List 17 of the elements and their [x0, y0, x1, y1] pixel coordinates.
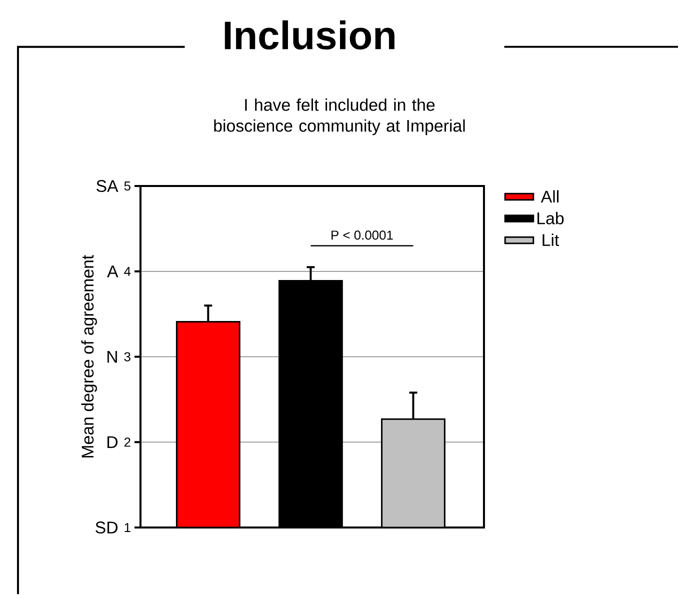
text: D — [107, 436, 118, 448]
y-tick-label: 1 — [124, 523, 130, 532]
legend-label: Lab — [538, 212, 564, 224]
chart-subtitle: I have felt included in the bioscience community at Imperial — [214, 98, 465, 136]
annotation: P < 0.0001 — [332, 230, 393, 240]
legend-label: Lit — [542, 234, 560, 246]
text: SA — [96, 180, 118, 192]
text: SD — [96, 521, 118, 534]
y-axis-title: Mean degree of agreement — [81, 254, 97, 458]
legend-label: All — [540, 190, 558, 202]
y-tick-label: 3 — [124, 352, 130, 362]
y-tick-label: 4 — [124, 266, 131, 276]
chart-title: Inclusion — [224, 20, 394, 50]
y-tick-label: 2 — [124, 438, 130, 447]
y-tick-label: 5 — [124, 181, 130, 190]
text: A — [107, 266, 118, 278]
text: N — [107, 350, 117, 363]
